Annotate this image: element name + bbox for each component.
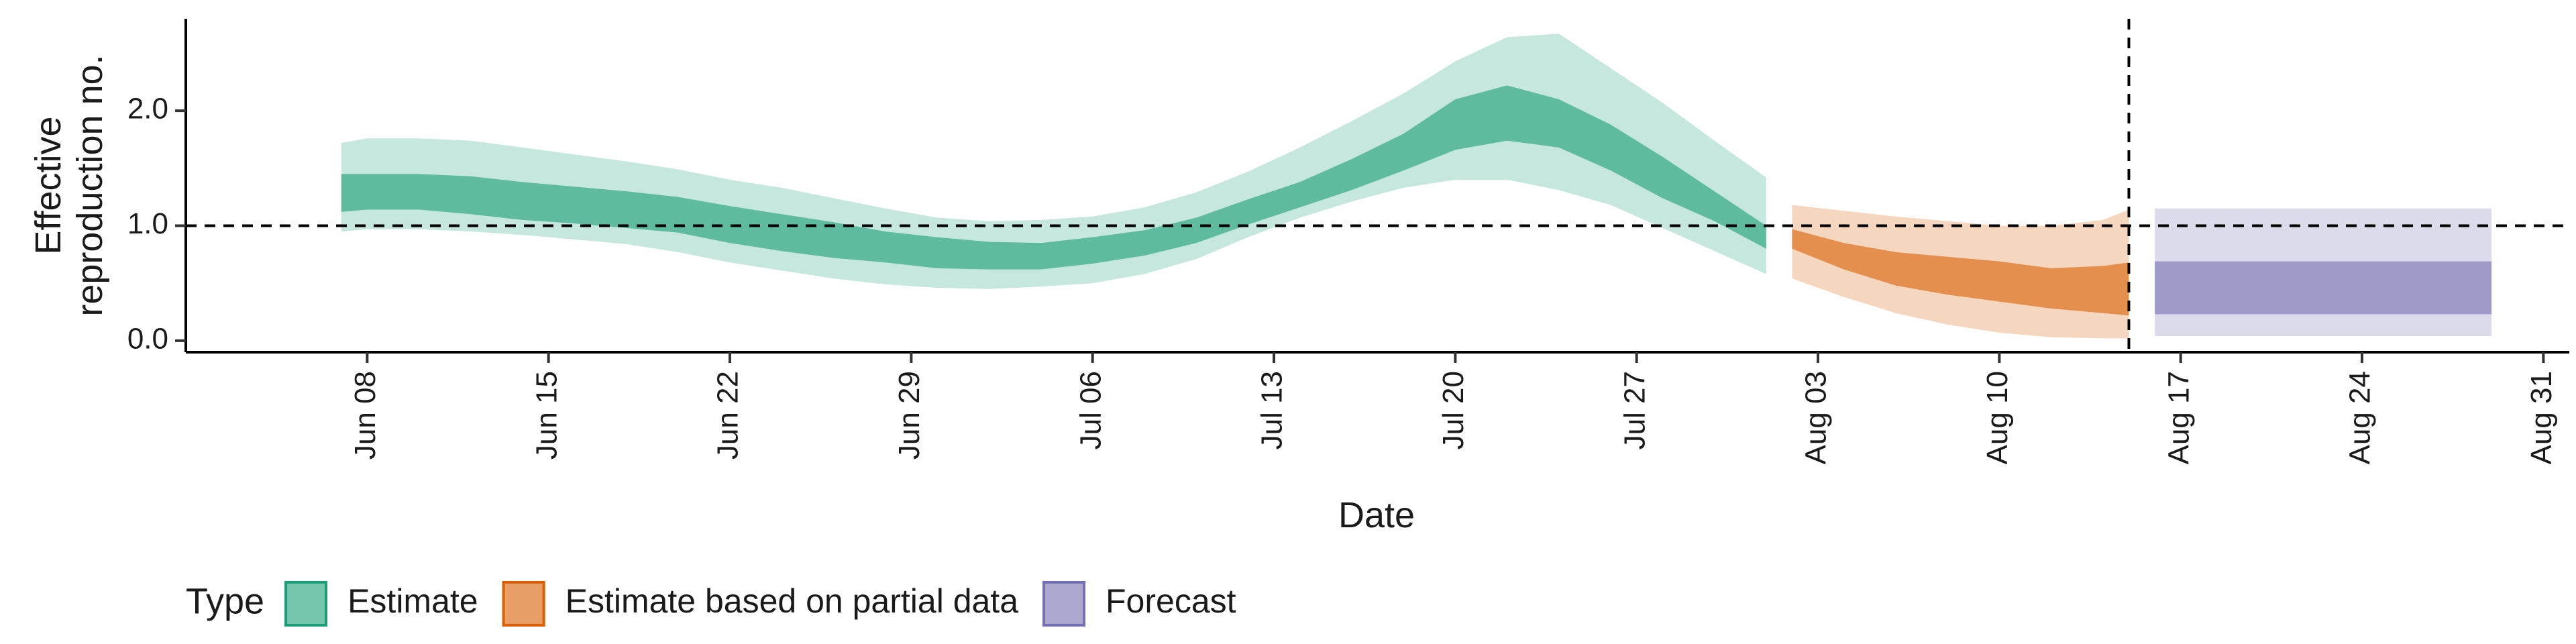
legend-label: Estimate based on partial data [566,582,1019,620]
x-tick-label: Aug 31 [2525,371,2558,464]
reference-lines [186,19,2569,352]
x-tick-label: Aug 03 [1800,371,1833,464]
axes [184,19,2569,354]
legend-label: Forecast [1106,582,1236,620]
y-axis-title-line: Effective [28,116,68,254]
ribbon-layer [341,34,2492,339]
y-tick-label: 0.0 [127,322,168,355]
x-tick-label: Jun 15 [530,371,563,460]
y-axis-ticks: 0.0 1.0 2.0 [127,93,186,355]
y-tick-label: 2.0 [127,93,168,125]
legend-label: Estimate [347,582,478,620]
x-tick-label: Aug 24 [2344,371,2377,464]
x-tick-label: Jul 27 [1618,371,1651,449]
x-tick-label: Jun 08 [349,371,382,460]
x-tick-label: Jul 20 [1437,371,1470,449]
estimate-inner-band [341,85,1766,270]
legend-title: Type [186,581,264,621]
forecast-inner-band [2155,261,2492,315]
x-tick-label: Jun 29 [893,371,926,460]
legend-swatch [1042,581,1086,627]
x-axis-title: Date [1338,495,1415,535]
legend: Type Estimate Estimate based on partial da… [186,581,1236,627]
x-tick-label: Aug 17 [2162,371,2195,464]
x-axis-ticks: Jun 08 Jun 15 Jun 22 Jun 29 Jul 06 Jul 13 Jul … [349,352,2558,464]
estimate-based-on-partial-data-inner-band [1792,229,2129,316]
y-tick-label: 1.0 [127,207,168,240]
x-tick-label: Jul 06 [1074,371,1107,449]
x-tick-label: Aug 10 [1981,371,2014,464]
legend-swatch [284,581,328,627]
y-axis-title-line: reproduction no. [70,54,110,316]
legend-swatch [502,581,545,627]
y-axis-title: Effectivereproduction no. [28,54,110,316]
x-tick-label: Jun 22 [712,371,745,460]
x-tick-label: Jul 13 [1256,371,1289,449]
